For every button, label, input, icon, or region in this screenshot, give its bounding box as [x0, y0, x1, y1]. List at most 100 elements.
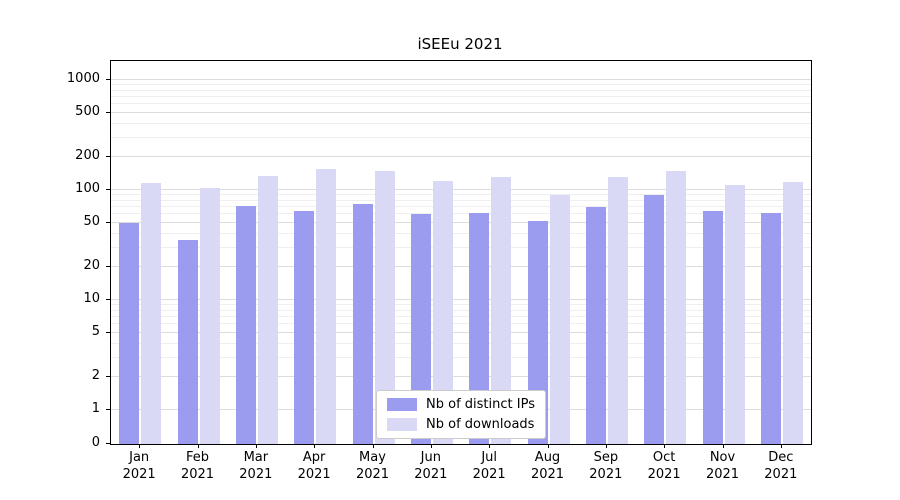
gridline-minor — [111, 232, 811, 234]
y-tickmark — [106, 222, 110, 224]
gridline-minor — [111, 84, 811, 86]
bar-distinct-ips-jun — [410, 214, 431, 444]
x-tick-month: Aug — [534, 450, 561, 465]
bar-distinct-ips-dec — [760, 212, 781, 444]
bar-distinct-ips-jan — [119, 223, 140, 444]
x-tick-label: Sep 2021 — [576, 449, 636, 483]
gridline-minor — [111, 136, 811, 138]
x-tick-month: Oct — [652, 450, 676, 465]
y-tickmark — [106, 189, 110, 190]
x-tick-year: 2021 — [764, 467, 798, 482]
x-tick-month: Dec — [768, 450, 794, 465]
x-tickmark — [430, 444, 432, 448]
gridline-minor — [111, 122, 811, 124]
y-tickmark — [106, 299, 110, 300]
bar-distinct-ips-apr — [294, 210, 315, 444]
bar-distinct-ips-aug — [527, 221, 548, 444]
bar-downloads-jul — [491, 177, 512, 444]
x-tick-label: May 2021 — [343, 449, 403, 483]
x-tick-year: 2021 — [472, 467, 506, 482]
x-tick-label: Oct 2021 — [634, 449, 694, 483]
y-tick-label: 1 — [91, 401, 100, 416]
bar-downloads-nov — [724, 185, 745, 444]
x-tick-year: 2021 — [589, 467, 623, 482]
gridline-minor — [111, 342, 811, 344]
gridline-minor — [111, 89, 811, 91]
bar-distinct-ips-sep — [585, 207, 606, 444]
x-tick-month: Mar — [243, 450, 269, 465]
gridline-major — [111, 299, 811, 300]
x-tick-month: Jun — [420, 450, 441, 465]
x-tickmark — [547, 444, 549, 448]
x-tickmark — [255, 444, 257, 448]
gridline-minor — [111, 194, 811, 196]
gridline-major — [111, 332, 811, 334]
x-tickmark — [664, 444, 666, 448]
y-tickmark — [106, 79, 110, 80]
legend-label: Nb of downloads — [426, 417, 535, 432]
y-tick-label: 200 — [75, 147, 100, 163]
x-tick-year: 2021 — [297, 467, 331, 482]
legend-item: Nb of distinct IPs — [387, 397, 535, 412]
bar-distinct-ips-oct — [644, 195, 665, 444]
bar-downloads-apr — [316, 169, 337, 444]
y-tickmark — [106, 155, 110, 157]
y-tick-label: 5 — [91, 324, 100, 340]
y-tickmark — [106, 265, 110, 267]
bar-downloads-feb — [199, 187, 220, 444]
chart-title: iSEEu 2021 — [417, 35, 503, 53]
x-tickmark — [780, 444, 782, 448]
y-tick-label: 20 — [83, 257, 100, 273]
gridline-minor — [111, 246, 811, 248]
bar-distinct-ips-mar — [235, 205, 256, 444]
gridline-minor — [111, 304, 811, 306]
x-tick-month: Apr — [302, 450, 326, 465]
bar-downloads-may — [374, 171, 395, 444]
legend-swatch — [387, 398, 418, 411]
gridline-minor — [111, 309, 811, 311]
x-tick-month: Sep — [593, 450, 619, 465]
bar-downloads-dec — [782, 182, 803, 444]
x-tick-label: Dec 2021 — [751, 449, 811, 483]
x-tickmark — [197, 444, 199, 448]
legend: Nb of distinct IPs Nb of downloads — [376, 390, 546, 439]
gridline-major — [111, 189, 811, 190]
y-tick-label: 100 — [75, 181, 100, 196]
x-tickmark — [489, 444, 491, 448]
y-tickmark — [106, 112, 110, 114]
x-tick-label: Jan 2021 — [109, 449, 169, 483]
x-tick-label: Jun 2021 — [401, 449, 461, 483]
bar-distinct-ips-jul — [469, 212, 490, 444]
x-tickmark — [314, 444, 316, 448]
y-tick-label: 500 — [75, 104, 100, 120]
y-tickmark — [106, 409, 110, 410]
gridline-major — [111, 375, 811, 377]
bar-distinct-ips-nov — [702, 210, 723, 444]
bar-downloads-aug — [549, 195, 570, 444]
legend-label: Nb of distinct IPs — [426, 397, 535, 412]
gridline-minor — [111, 206, 811, 208]
gridline-minor — [111, 213, 811, 215]
x-tick-year: 2021 — [530, 467, 565, 482]
bar-downloads-oct — [666, 170, 687, 444]
x-tick-month: Nov — [709, 450, 736, 465]
y-tick-label: 50 — [83, 214, 100, 230]
x-tick-label: Apr 2021 — [284, 449, 344, 483]
x-tick-label: Aug 2021 — [518, 449, 578, 483]
gridline-minor — [111, 96, 811, 98]
gridline-minor — [111, 356, 811, 358]
x-tick-label: Mar 2021 — [226, 449, 286, 483]
x-tick-month: May — [359, 450, 386, 465]
gridline-minor — [111, 199, 811, 201]
x-tickmark — [372, 444, 374, 448]
x-tick-year: 2021 — [414, 467, 448, 482]
gridline-major — [111, 112, 811, 114]
x-tick-month: Jul — [481, 450, 497, 465]
x-tick-year: 2021 — [355, 467, 390, 482]
gridline-minor — [111, 103, 811, 105]
x-tick-label: Jul 2021 — [459, 449, 519, 483]
legend-swatch — [387, 418, 418, 431]
x-tick-label: Feb 2021 — [168, 449, 228, 483]
x-tick-label: Nov 2021 — [693, 449, 753, 483]
